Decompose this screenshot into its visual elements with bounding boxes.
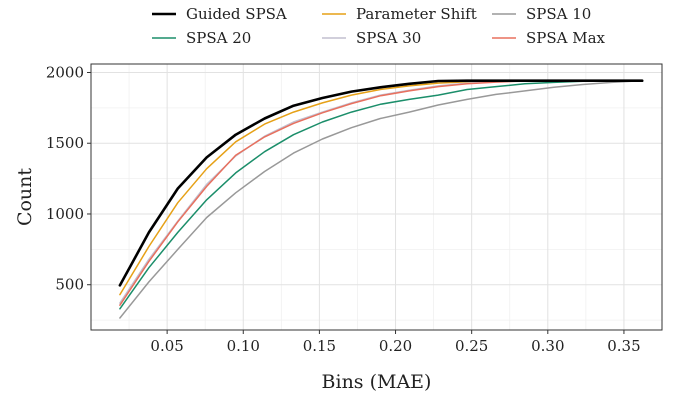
series-line-spsa-30 (119, 79, 643, 304)
x-axis-label: Bins (MAE) (322, 371, 432, 393)
x-tick-label: 0.30 (531, 337, 564, 355)
legend-label: SPSA 20 (186, 29, 251, 47)
y-tick-label: 1500 (46, 134, 84, 152)
x-tick-label: 0.20 (379, 337, 412, 355)
series-line-parameter-shift (119, 79, 643, 296)
legend-label: SPSA Max (526, 29, 606, 47)
plot-border (90, 63, 663, 331)
legend-label: SPSA 30 (356, 29, 421, 47)
x-tick-label: 0.10 (227, 337, 260, 355)
y-tick-label: 500 (55, 276, 84, 294)
series-line-spsa-10 (119, 79, 643, 319)
legend-label: Guided SPSA (186, 5, 287, 23)
series-line-guided-spsa (118, 79, 644, 287)
y-axis-label: Count (14, 168, 36, 226)
legend-label: SPSA 10 (526, 5, 591, 23)
x-tick-label: 0.35 (607, 337, 640, 355)
y-tick-label: 1000 (46, 205, 84, 223)
x-tick-label: 0.15 (303, 337, 336, 355)
x-tick-label: 0.25 (455, 337, 488, 355)
x-tick-label: 0.05 (150, 337, 183, 355)
legend-label: Parameter Shift (356, 5, 477, 23)
series-line-spsa-max (119, 79, 643, 306)
series-line-spsa-20 (119, 79, 643, 310)
y-tick-label: 2000 (46, 63, 84, 81)
